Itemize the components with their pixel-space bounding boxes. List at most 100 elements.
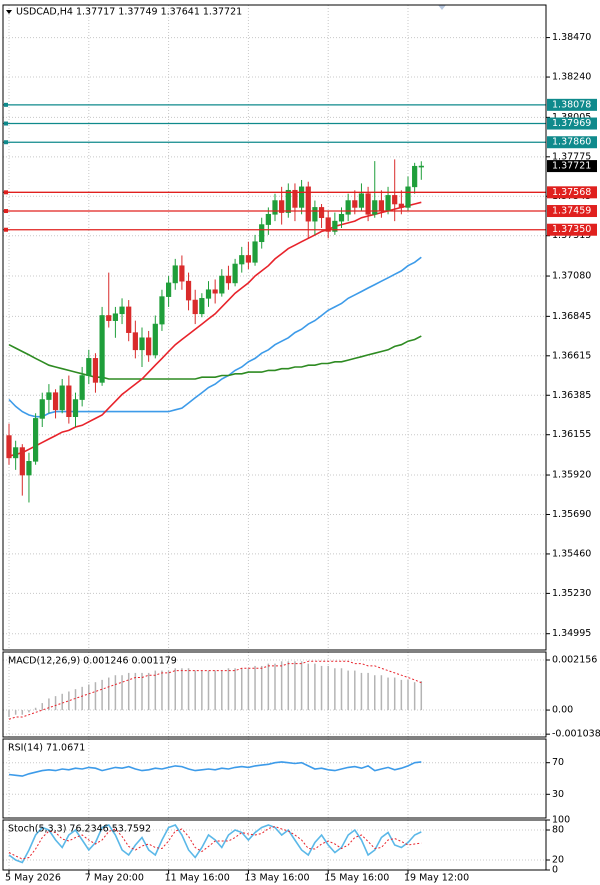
candle-body	[325, 217, 331, 232]
candle-body	[106, 315, 112, 321]
y-tick-label: 1.37315	[552, 230, 591, 241]
candle-body	[225, 275, 232, 284]
scroll-marker	[438, 5, 446, 10]
candle-body	[66, 385, 72, 418]
candle-body	[418, 165, 424, 168]
indicator-line	[8, 201, 422, 457]
y-tick-label: 1.38470	[552, 32, 591, 43]
level-label-box	[547, 117, 597, 130]
x-tick-label: 7 May 20:00	[85, 873, 144, 884]
candle-body	[99, 315, 105, 383]
candle-body	[179, 265, 185, 282]
level-label-box	[547, 98, 597, 111]
candle-body	[86, 358, 92, 376]
candle-body	[265, 213, 271, 225]
candle-body	[6, 435, 12, 459]
candle-body	[285, 189, 291, 213]
candle-body	[245, 255, 252, 263]
candle-body	[312, 207, 318, 222]
y-tick-label: 1.35460	[552, 548, 591, 559]
x-tick-label: 13 May 16:00	[244, 873, 309, 884]
candle-body	[205, 289, 212, 299]
level-marker	[4, 102, 8, 107]
candle-body	[13, 447, 19, 459]
x-tick-label: 5 May 2026	[5, 873, 61, 884]
x-tick-label: 15 May 16:00	[324, 873, 389, 884]
title-arrow	[6, 10, 12, 14]
candle-body	[166, 282, 172, 297]
indicator-line	[8, 660, 422, 720]
candle-body	[132, 332, 138, 351]
candle-body	[112, 313, 118, 321]
panel-frame	[2, 738, 547, 819]
indicator-line	[8, 824, 422, 864]
level-label: 1.37350	[552, 224, 591, 235]
y-tick-label: 1.34995	[552, 628, 591, 639]
candle-body	[398, 203, 404, 208]
y-tick-label: 1.38240	[552, 72, 591, 83]
level-label: 1.37969	[552, 118, 591, 129]
candle-body	[345, 200, 351, 215]
y-tick-label: 1.36155	[552, 429, 591, 440]
y-tick-label: 0.002156	[552, 654, 597, 665]
level-marker	[4, 209, 8, 214]
panel-frame	[2, 819, 547, 871]
candle-body	[152, 323, 158, 356]
indicator-title: MACD(12,26,9) 0.001246 0.001179	[8, 656, 177, 667]
y-tick-label: 1.36385	[552, 390, 591, 401]
y-tick-label: 1.35920	[552, 470, 591, 481]
candle-body	[318, 207, 325, 219]
candle-body	[119, 306, 125, 315]
candle-body	[59, 385, 65, 411]
level-marker	[4, 190, 8, 195]
candle-body	[139, 337, 145, 351]
y-tick-label: -0.001038	[552, 729, 600, 740]
y-tick-label: 1.38005	[552, 112, 591, 123]
candle-body	[272, 200, 278, 215]
y-tick-label: 100	[552, 815, 570, 826]
candle-body	[79, 375, 85, 400]
y-tick-label: 0.00	[552, 705, 573, 716]
candle-body	[26, 461, 32, 476]
candle-body	[185, 280, 192, 301]
y-tick-label: 1.36845	[552, 311, 591, 322]
candle-body	[212, 289, 218, 294]
candle-body	[72, 399, 79, 418]
candle-body	[279, 200, 285, 213]
candle-body	[412, 165, 418, 188]
last-price-label: 1.37721	[552, 161, 591, 172]
candle-body	[252, 241, 258, 263]
last-price-box	[547, 160, 597, 173]
level-marker	[4, 227, 8, 232]
candle-body	[385, 195, 391, 212]
candle-body	[126, 306, 132, 333]
candle-body	[365, 193, 371, 215]
candle-body	[405, 186, 411, 208]
x-tick-label: 19 May 12:00	[404, 873, 469, 884]
chart-title: USDCAD,H4 1.37717 1.37749 1.37641 1.3772…	[16, 7, 242, 18]
candle-body	[32, 418, 39, 462]
candle-body	[219, 275, 225, 294]
candle-body	[392, 195, 398, 205]
indicator-line	[8, 761, 422, 777]
y-tick-label: 80	[552, 825, 564, 836]
y-tick-label: 30	[552, 789, 564, 800]
candle-body	[239, 255, 245, 265]
panel-frame	[2, 651, 547, 738]
panel-frame	[2, 4, 547, 651]
level-label-box	[547, 205, 597, 218]
level-marker	[4, 140, 8, 145]
y-tick-label: 1.36615	[552, 350, 591, 361]
level-label: 1.37568	[552, 187, 591, 198]
level-label-box	[547, 186, 597, 199]
candle-body	[39, 399, 45, 419]
candle-body	[378, 200, 385, 212]
candle-body	[372, 200, 378, 215]
candle-body	[259, 224, 265, 243]
candle-body	[52, 392, 59, 411]
level-label: 1.37459	[552, 206, 591, 217]
level-marker	[4, 121, 8, 126]
level-label-box	[547, 223, 597, 236]
